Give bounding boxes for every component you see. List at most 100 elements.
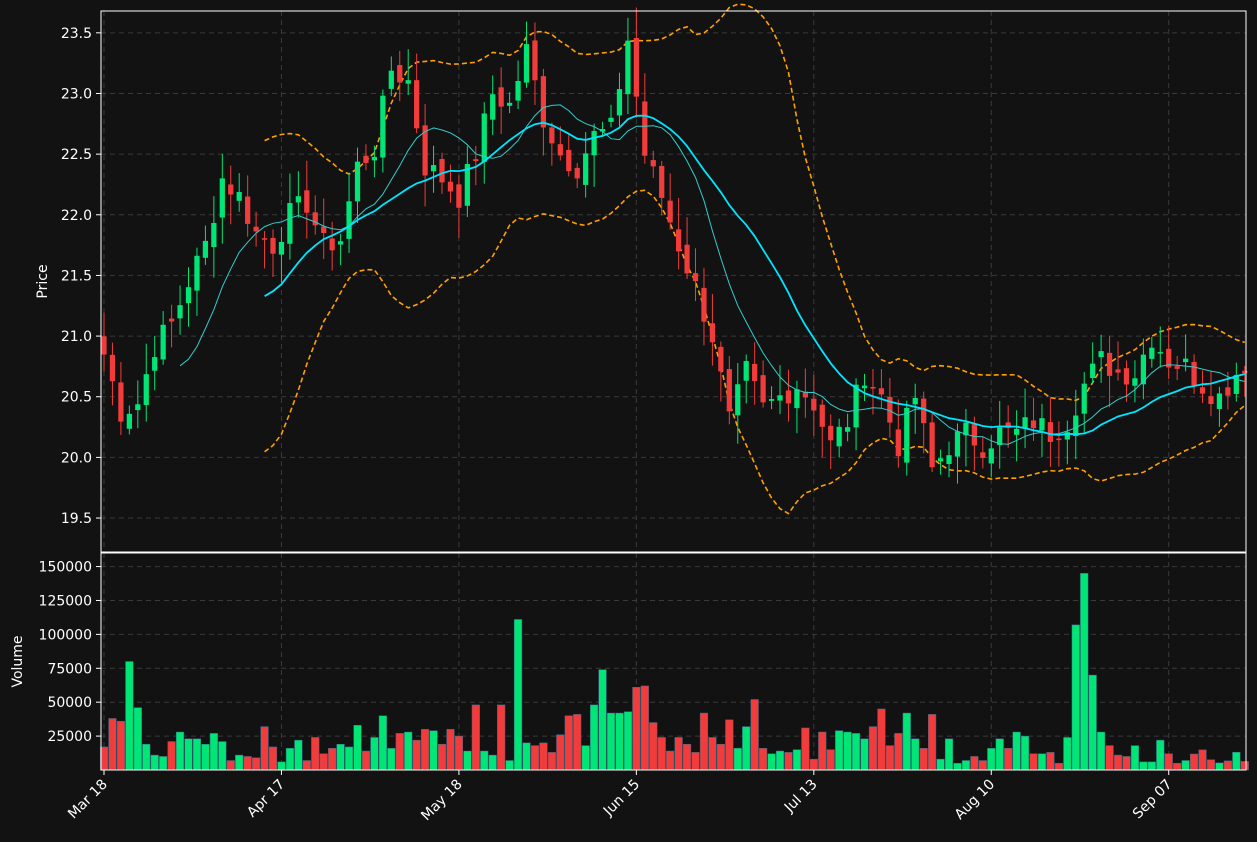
volume-bar [192, 738, 202, 771]
volume-bar [226, 760, 235, 771]
candle-body [464, 163, 470, 206]
volume-bar [699, 712, 709, 771]
candle-body [971, 424, 977, 446]
volume-bar [1071, 624, 1080, 771]
volume-y-ticks: 25000 50000 75000 100000 125000 150000 [39, 560, 101, 745]
volume-bar [987, 748, 996, 771]
candle-body [684, 244, 690, 274]
candle-body [692, 273, 699, 282]
candle-body [1073, 415, 1079, 437]
volume-bar [851, 733, 861, 771]
volume-bar [868, 726, 878, 771]
candle-body [168, 318, 175, 322]
candle-body [1047, 422, 1054, 442]
volume-bar [733, 748, 742, 771]
candle-body [642, 101, 648, 156]
candle-body [354, 161, 361, 202]
candle-body [819, 404, 825, 427]
candle-body [363, 155, 369, 163]
volume-bar [792, 749, 801, 771]
volume-bar [649, 722, 658, 771]
volume-bar [142, 743, 151, 771]
volume-bar [539, 742, 548, 771]
candle-body [1166, 348, 1172, 368]
volume-bar [513, 619, 523, 771]
candle-body [1030, 420, 1037, 429]
candle-body [1149, 347, 1155, 359]
candle-body [811, 398, 817, 411]
candle-body [1191, 361, 1197, 386]
volume-bar [961, 760, 970, 771]
volume-bar [682, 743, 692, 771]
candle-body [1056, 438, 1062, 441]
candle-body [498, 87, 504, 107]
candle-body [566, 149, 572, 172]
volume-bar [826, 749, 835, 771]
volume-bar [674, 737, 683, 771]
volume-bar [615, 712, 624, 771]
price-tick-label: 22.0 [61, 208, 92, 224]
candle-body [785, 390, 792, 404]
candle-body [202, 240, 209, 258]
volume-bar [421, 729, 430, 771]
volume-bar [1088, 674, 1097, 771]
volume-bar [928, 714, 937, 771]
price-tick-label: 20.5 [61, 390, 92, 406]
price-tick-label: 22.5 [61, 147, 92, 163]
candle-body [456, 184, 462, 208]
volume-bar [978, 760, 987, 771]
price-tick-label: 21.5 [61, 268, 92, 284]
candle-body [143, 374, 149, 405]
volume-bar [344, 746, 354, 771]
candle-body [1132, 378, 1138, 386]
volume-bar [437, 743, 447, 771]
candle-body [101, 336, 107, 355]
volume-bar [1097, 731, 1106, 771]
ma-slow-line [264, 114, 1246, 436]
volume-grid [101, 553, 1246, 770]
volume-bar [167, 741, 176, 771]
volume-bar [328, 748, 337, 771]
candle-body [1140, 354, 1146, 385]
volume-bar [218, 741, 227, 771]
candle-body [1233, 375, 1239, 394]
candle-body [633, 38, 639, 97]
candle-body [929, 422, 935, 468]
candle-body [591, 131, 597, 156]
candle-body [659, 165, 665, 198]
candle-body [583, 153, 589, 185]
volume-bar [970, 756, 979, 771]
volume-bar [581, 745, 590, 771]
candle-body [1199, 387, 1206, 394]
volume-bar [556, 734, 565, 771]
candle-body [574, 167, 580, 179]
volume-bar [590, 704, 599, 771]
volume-bar [446, 729, 455, 771]
volume-bar [1130, 745, 1139, 771]
volume-bar [809, 758, 818, 771]
volume-bar [243, 756, 252, 771]
volume-tick-label: 150000 [39, 560, 92, 576]
volume-bar [252, 757, 261, 771]
candle-body [414, 80, 420, 129]
candle-body [211, 223, 217, 248]
lower-band-line [264, 189, 1246, 515]
volume-bar [530, 745, 540, 771]
volume-tick-label: 75000 [47, 661, 92, 677]
volume-panel-frame [100, 552, 1247, 771]
candle-body [921, 398, 927, 424]
volume-bar [387, 748, 396, 771]
volume-bar [311, 737, 320, 771]
candle-body [481, 113, 487, 162]
volume-bar [353, 724, 362, 771]
price-panel: 19.5 20.0 20.5 21.0 21.5 22.0 22.5 23.0 23.5 Pri… [35, 3, 1248, 553]
volume-bar [268, 746, 278, 771]
volume-bar [1080, 573, 1089, 771]
volume-bar [488, 754, 497, 771]
price-panel-frame [100, 10, 1247, 553]
volume-bar [885, 745, 894, 771]
volume-bar [632, 687, 641, 771]
candle-body [988, 448, 994, 464]
price-axis-label: Price [35, 264, 51, 298]
